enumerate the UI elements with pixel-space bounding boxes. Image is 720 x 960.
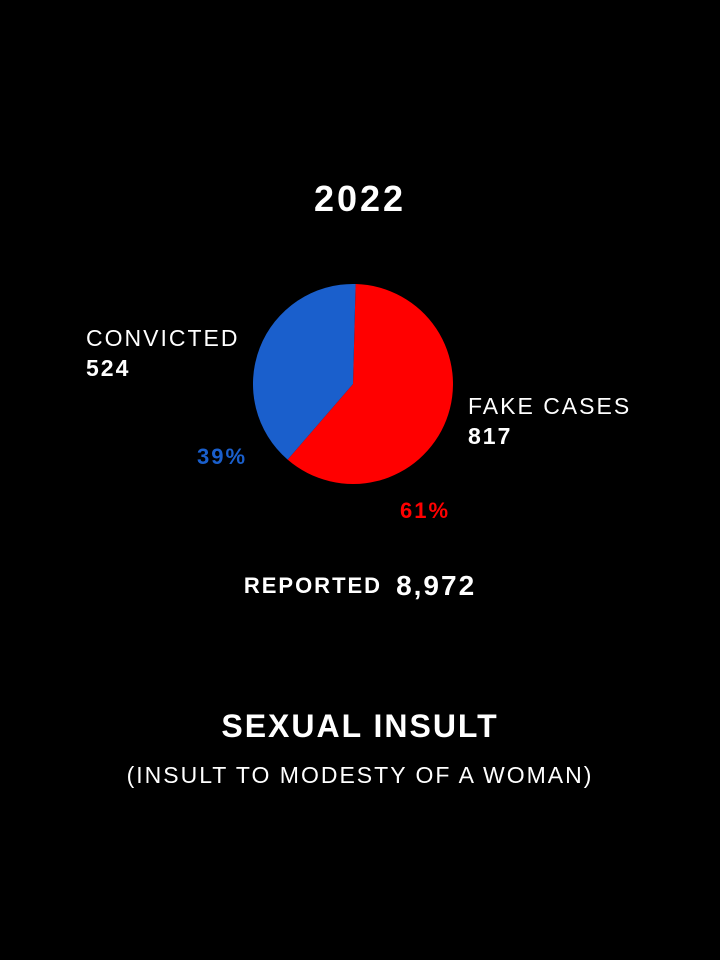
convicted-percent-label: 39% xyxy=(197,444,248,469)
category-title: SEXUAL INSULT xyxy=(221,708,499,744)
fake-cases-label-group: FAKE CASES 817 xyxy=(468,391,631,451)
pie-slice-convicted xyxy=(252,283,356,460)
fake-cases-percent-label: 61% xyxy=(400,498,451,523)
category-subtitle: (INSULT TO MODESTY OF A WOMAN) xyxy=(126,762,594,788)
reported-value: 8,972 xyxy=(396,570,477,601)
chart-title: 2022 xyxy=(313,178,407,219)
pie-slice-fake-cases xyxy=(287,284,453,484)
convicted-label: CONVICTED xyxy=(86,325,240,351)
fake-cases-value: 817 xyxy=(468,423,513,449)
pie-chart xyxy=(252,283,453,484)
convicted-label-group: CONVICTED 524 xyxy=(86,323,239,383)
convicted-value: 524 xyxy=(86,355,131,381)
reported-label: REPORTED xyxy=(243,573,383,598)
reported-row: REPORTED 8,972 xyxy=(0,570,720,602)
fake-cases-label: FAKE CASES xyxy=(468,393,632,419)
